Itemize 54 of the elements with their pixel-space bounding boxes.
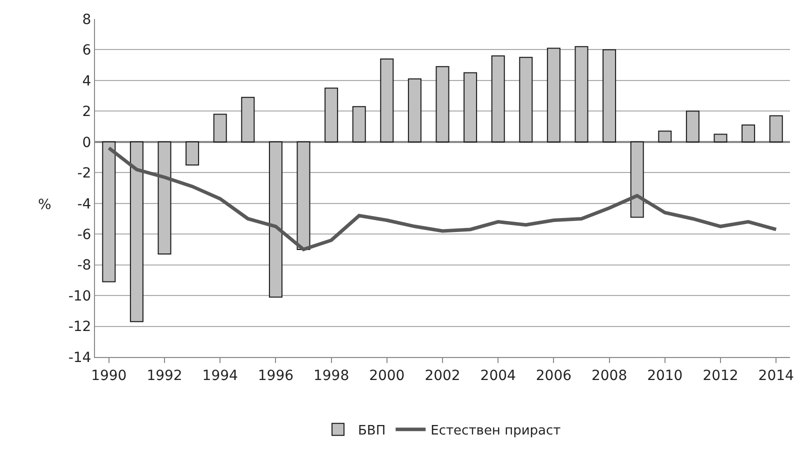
- bar: [769, 115, 783, 142]
- x-tick-label: 1994: [202, 368, 238, 384]
- bar: [519, 56, 533, 142]
- bar: [102, 141, 116, 282]
- y-tick-label: -14: [68, 350, 92, 366]
- x-tick-label: 2004: [480, 368, 516, 384]
- y-tick-label: -12: [68, 319, 92, 336]
- legend-label: Естествен прираст: [430, 423, 562, 438]
- y-tick-label: -4: [77, 196, 92, 212]
- bar: [268, 141, 282, 298]
- x-tick-label: 2008: [591, 368, 628, 384]
- x-tick-label: 1998: [313, 368, 350, 384]
- bar: [602, 49, 616, 142]
- y-tick-label: -8: [77, 258, 92, 274]
- y-tick-label: -2: [77, 166, 92, 182]
- x-tick-label: 2012: [702, 368, 738, 384]
- bar: [352, 106, 366, 142]
- bar: [436, 66, 450, 142]
- bar: [296, 141, 310, 250]
- y-tick-label: 0: [82, 134, 92, 151]
- legend-label: БВП: [358, 423, 386, 438]
- y-tick-label: 6: [82, 42, 92, 59]
- bar: [158, 141, 172, 255]
- y-tick-label: 8: [82, 12, 92, 28]
- bar: [324, 88, 338, 142]
- bar: [380, 58, 394, 142]
- bar: [630, 141, 644, 218]
- bar: [546, 48, 560, 142]
- x-tick-label: 2014: [758, 368, 794, 384]
- x-tick-label: 1996: [258, 368, 294, 384]
- bar: [241, 96, 255, 142]
- bar: [464, 72, 478, 142]
- bar: [686, 110, 700, 142]
- y-tick-label: -6: [77, 226, 92, 243]
- x-tick-label: 1990: [91, 368, 127, 384]
- bar: [491, 55, 505, 142]
- bar: [213, 114, 227, 142]
- bar: [130, 141, 144, 322]
- x-tick-label: 2006: [536, 368, 572, 384]
- x-tick-label: 1992: [146, 368, 182, 384]
- y-axis-title: %: [38, 197, 52, 213]
- y-tick-label: 4: [82, 73, 92, 90]
- bar: [742, 124, 756, 142]
- x-tick-label: 2000: [369, 368, 405, 384]
- bar: [408, 78, 422, 142]
- y-tick-label: -10: [68, 288, 92, 304]
- line-series: [107, 146, 778, 252]
- bar: [574, 46, 588, 142]
- y-tick-label: 2: [82, 104, 92, 120]
- bar: [658, 130, 672, 142]
- x-tick-label: 2002: [424, 368, 460, 384]
- x-tick-label: 2010: [647, 368, 683, 384]
- bar: [186, 141, 200, 166]
- bar: [714, 134, 728, 142]
